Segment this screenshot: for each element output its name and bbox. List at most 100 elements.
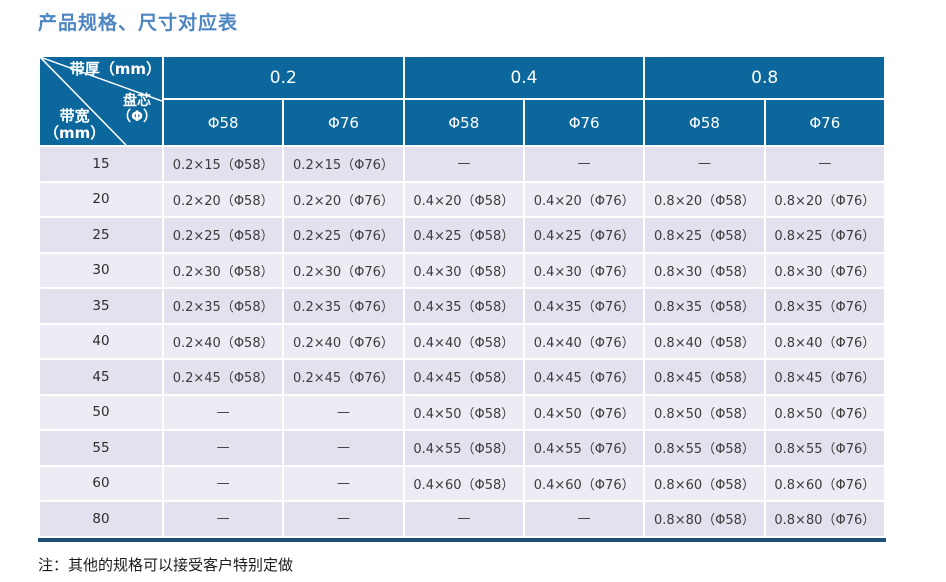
spec-cell: 0.4×25（Φ58）	[404, 218, 523, 252]
spec-cell: —	[404, 502, 523, 536]
table-row: 35 0.2×35（Φ58） 0.2×35（Φ76） 0.4×35（Φ58） 0.4×3…	[40, 289, 884, 323]
corner-label-width-line2: （mm）	[44, 123, 106, 142]
thickness-group-header-0-8: 0.8	[645, 57, 884, 98]
spec-cell: 0.4×45（Φ76）	[524, 360, 644, 394]
table-row: 40 0.2×40（Φ58） 0.2×40（Φ76） 0.4×40（Φ58） 0.4×4…	[40, 324, 884, 358]
corner-label-core-diameter: 盘芯 （Φ）	[117, 93, 157, 125]
spec-cell: 0.8×25（Φ58）	[645, 218, 764, 252]
spec-cell: 0.4×30（Φ58）	[404, 253, 523, 287]
spec-cell: 0.2×20（Φ76）	[284, 182, 403, 216]
core-header: Φ58	[645, 100, 764, 145]
spec-cell: 0.2×40（Φ76）	[284, 324, 403, 358]
corner-label-band-thickness: 带厚（mm）	[69, 60, 161, 78]
spec-cell: 0.8×20（Φ58）	[645, 182, 764, 216]
spec-cell: 0.8×55（Φ76）	[765, 431, 884, 465]
spec-cell: 0.8×50（Φ76）	[765, 395, 884, 429]
spec-cell: —	[524, 147, 644, 181]
row-header-band-width: 50	[40, 395, 162, 429]
spec-cell: 0.8×20（Φ76）	[765, 182, 884, 216]
core-header: Φ76	[765, 100, 884, 145]
spec-cell: 0.8×40（Φ58）	[645, 324, 764, 358]
spec-cell: 0.4×50（Φ76）	[524, 395, 644, 429]
core-header: Φ76	[284, 100, 403, 145]
spec-cell: 0.4×35（Φ58）	[404, 289, 523, 323]
spec-cell: 0.8×45（Φ76）	[765, 360, 884, 394]
spec-cell: 0.8×60（Φ58）	[645, 466, 764, 500]
table-row: 50— —0.4×50（Φ58） 0.4×50（Φ76） 0.8×50（Φ58） 0.8…	[40, 395, 884, 429]
row-header-band-width: 60	[40, 466, 162, 500]
spec-cell: 0.2×35（Φ76）	[284, 289, 403, 323]
spec-cell: —	[284, 395, 403, 429]
corner-label-band-width: 带宽 （mm）	[44, 106, 106, 143]
spec-cell: —	[164, 431, 283, 465]
core-header: Φ76	[524, 100, 644, 145]
spec-cell: 0.8×35（Φ58）	[645, 289, 764, 323]
spec-cell: 0.4×20（Φ76）	[524, 182, 644, 216]
page-title: 产品规格、尺寸对应表	[38, 12, 239, 34]
spec-cell: 0.2×30（Φ58）	[164, 253, 283, 287]
spec-cell: —	[284, 502, 403, 536]
spec-cell: 0.4×50（Φ58）	[404, 395, 523, 429]
table-row: 20 0.2×20（Φ58） 0.2×20（Φ76） 0.4×20（Φ58） 0.4×2…	[40, 182, 884, 216]
spec-table: 带厚（mm） 盘芯 （Φ） 带宽 （mm） 0.2 0.4 0.8 Φ58 Φ7…	[38, 55, 886, 542]
row-header-band-width: 40	[40, 324, 162, 358]
core-header: Φ58	[164, 100, 283, 145]
spec-cell: 0.8×35（Φ76）	[765, 289, 884, 323]
spec-cell: 0.4×35（Φ76）	[524, 289, 644, 323]
spec-cell: —	[164, 502, 283, 536]
table-row: 15 0.2×15（Φ58） 0.2×15（Φ76） — — — —	[40, 147, 884, 181]
spec-cell: 0.4×55（Φ58）	[404, 431, 523, 465]
spec-cell: —	[164, 395, 283, 429]
table-row: 30 0.2×30（Φ58） 0.2×30（Φ76） 0.4×30（Φ58） 0.4×3…	[40, 253, 884, 287]
corner-label-core-line2: （Φ）	[117, 109, 157, 126]
diagonal-divider-lines	[40, 57, 162, 145]
table-row: 55— —0.4×55（Φ58） 0.4×55（Φ76） 0.8×55（Φ58） 0.8…	[40, 431, 884, 465]
core-header-row: Φ58 Φ76 Φ58 Φ76 Φ58 Φ76	[40, 100, 884, 145]
spec-cell: 0.8×45（Φ58）	[645, 360, 764, 394]
corner-header-cell: 带厚（mm） 盘芯 （Φ） 带宽 （mm）	[40, 57, 162, 145]
spec-cell: 0.2×45（Φ58）	[164, 360, 283, 394]
spec-cell: 0.4×25（Φ76）	[524, 218, 644, 252]
thickness-group-header-0-2: 0.2	[164, 57, 403, 98]
table-row: 60— —0.4×60（Φ58） 0.4×60（Φ76） 0.8×60（Φ58） 0.8…	[40, 466, 884, 500]
spec-cell: —	[765, 147, 884, 181]
spec-cell: —	[404, 147, 523, 181]
row-header-band-width: 55	[40, 431, 162, 465]
spec-cell: 0.8×40（Φ76）	[765, 324, 884, 358]
spec-cell: 0.2×25（Φ58）	[164, 218, 283, 252]
spec-cell: 0.4×55（Φ76）	[524, 431, 644, 465]
spec-cell: 0.2×20（Φ58）	[164, 182, 283, 216]
spec-cell: 0.8×30（Φ58）	[645, 253, 764, 287]
thickness-header-row: 带厚（mm） 盘芯 （Φ） 带宽 （mm） 0.2 0.4 0.8	[40, 57, 884, 145]
corner-label-core-line1: 盘芯	[123, 93, 152, 109]
row-header-band-width: 25	[40, 218, 162, 252]
spec-cell: 0.4×45（Φ58）	[404, 360, 523, 394]
spec-cell: 0.8×25（Φ76）	[765, 218, 884, 252]
table-header: 带厚（mm） 盘芯 （Φ） 带宽 （mm） 0.2 0.4 0.8 Φ58 Φ7…	[40, 57, 884, 145]
corner-label-width-line1: 带宽	[59, 106, 90, 125]
spec-cell: 0.2×45（Φ76）	[284, 360, 403, 394]
row-header-band-width: 15	[40, 147, 162, 181]
table-row: 80— — — —0.8×80（Φ58） 0.8×80（Φ76）	[40, 502, 884, 536]
spec-cell: 0.2×30（Φ76）	[284, 253, 403, 287]
spec-cell: 0.4×40（Φ76）	[524, 324, 644, 358]
spec-cell: 0.4×60（Φ58）	[404, 466, 523, 500]
spec-cell: 0.4×60（Φ76）	[524, 466, 644, 500]
row-header-band-width: 80	[40, 502, 162, 536]
table-row: 25 0.2×25（Φ58） 0.2×25（Φ76） 0.4×25（Φ58） 0.4×2…	[40, 218, 884, 252]
spec-cell: —	[164, 466, 283, 500]
spec-cell: 0.8×80（Φ58）	[645, 502, 764, 536]
spec-cell: 0.4×20（Φ58）	[404, 182, 523, 216]
spec-cell: —	[645, 147, 764, 181]
spec-cell: 0.2×15（Φ58）	[164, 147, 283, 181]
spec-cell: 0.8×50（Φ58）	[645, 395, 764, 429]
spec-cell: 0.4×30（Φ76）	[524, 253, 644, 287]
row-header-band-width: 35	[40, 289, 162, 323]
spec-cell: 0.8×55（Φ58）	[645, 431, 764, 465]
table-body: 15 0.2×15（Φ58） 0.2×15（Φ76） — — — —20 0.2×20（Φ58…	[40, 147, 884, 536]
row-header-band-width: 20	[40, 182, 162, 216]
row-header-band-width: 30	[40, 253, 162, 287]
table-row: 45 0.2×45（Φ58） 0.2×45（Φ76） 0.4×45（Φ58） 0.4×4…	[40, 360, 884, 394]
spec-cell: 0.2×25（Φ76）	[284, 218, 403, 252]
spec-cell: 0.2×40（Φ58）	[164, 324, 283, 358]
